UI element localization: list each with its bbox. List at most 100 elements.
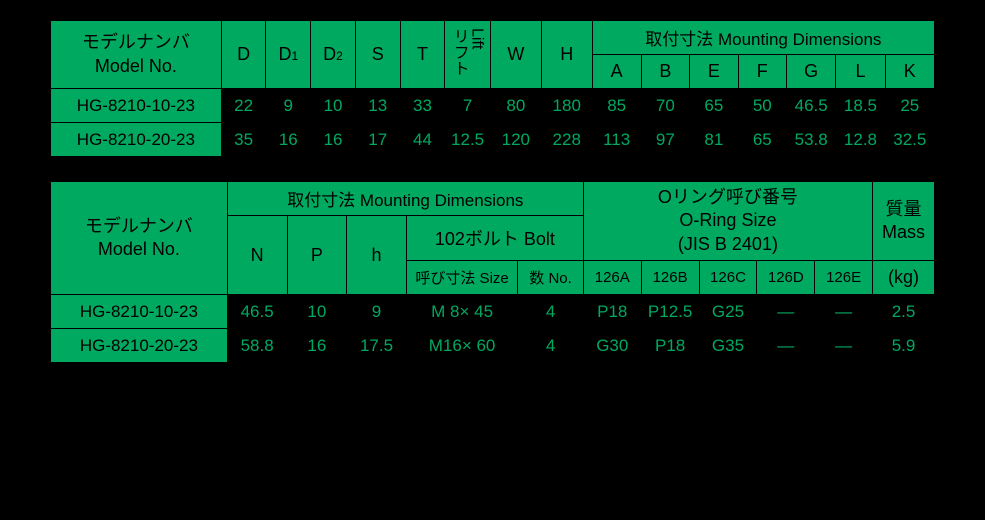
dimensions-table-1: モデルナンバ Model No. D D1 D2 S T リフト Lift W … [50, 20, 935, 157]
cell: — [757, 295, 815, 329]
hdr-W: W [490, 21, 541, 89]
tables-container: モデルナンバ Model No. D D1 D2 S T リフト Lift W … [0, 0, 985, 407]
hdr-K: K [885, 55, 934, 89]
hdr-mass: 質量 Mass [873, 182, 935, 261]
cell: 180 [541, 89, 592, 123]
cell: 50 [738, 89, 786, 123]
hdr-N: N [227, 216, 287, 295]
cell: — [815, 295, 873, 329]
cell: 65 [738, 123, 786, 157]
hdr-mass-en: Mass [882, 222, 925, 242]
hdr-T: T [400, 21, 445, 89]
cell: P18 [583, 295, 641, 329]
hdr-oring: Oリング呼び番号 O-Ring Size (JIS B 2401) [583, 182, 872, 261]
cell: 13 [355, 89, 400, 123]
cell: 120 [490, 123, 541, 157]
cell: 65 [690, 89, 738, 123]
cell: 5.9 [873, 329, 935, 363]
hdr-D: D [221, 21, 266, 89]
cell: 113 [592, 123, 641, 157]
cell-model: HG-8210-20-23 [51, 329, 228, 363]
hdr-lift-en: Lift [469, 28, 485, 49]
hdr-model-en: Model No. [98, 239, 180, 259]
hdr-oring-en: O-Ring Size [679, 210, 776, 230]
hdr-bolt-no: 数 No. [518, 261, 584, 295]
cell: G25 [699, 295, 757, 329]
cell: G30 [583, 329, 641, 363]
cell: 228 [541, 123, 592, 157]
cell: 44 [400, 123, 445, 157]
hdr-model-jp: モデルナンバ [82, 32, 190, 52]
cell: M16× 60 [406, 329, 517, 363]
hdr-126E: 126E [815, 261, 873, 295]
cell-model: HG-8210-20-23 [51, 123, 222, 157]
cell: 97 [641, 123, 689, 157]
cell: 25 [885, 89, 934, 123]
hdr-F: F [738, 55, 786, 89]
hdr-bolt-size: 呼び寸法 Size [406, 261, 517, 295]
cell: 85 [592, 89, 641, 123]
cell: M 8× 45 [406, 295, 517, 329]
cell: P12.5 [641, 295, 699, 329]
hdr-lift-jp: リフト [451, 28, 467, 76]
table-row: HG-8210-20-23 58.8 16 17.5 M16× 60 4 G30… [51, 329, 935, 363]
cell: 46.5 [227, 295, 287, 329]
dimensions-table-2: モデルナンバ Model No. 取付寸法 Mounting Dimension… [50, 181, 935, 363]
cell: 32.5 [885, 123, 934, 157]
hdr-mass-jp: 質量 [886, 199, 922, 219]
cell: 12.8 [836, 123, 885, 157]
table-row: HG-8210-10-23 46.5 10 9 M 8× 45 4 P18 P1… [51, 295, 935, 329]
cell: 81 [690, 123, 738, 157]
cell: — [815, 329, 873, 363]
cell: P18 [641, 329, 699, 363]
cell: 2.5 [873, 295, 935, 329]
hdr-oring-jp: Oリング呼び番号 [658, 187, 798, 207]
hdr-126B: 126B [641, 261, 699, 295]
cell-model: HG-8210-10-23 [51, 89, 222, 123]
cell: 80 [490, 89, 541, 123]
cell: 33 [400, 89, 445, 123]
hdr-G: G [787, 55, 836, 89]
hdr-lift: リフト Lift [445, 21, 491, 89]
cell: 18.5 [836, 89, 885, 123]
cell: 70 [641, 89, 689, 123]
hdr-h: h [347, 216, 407, 295]
hdr-L: L [836, 55, 885, 89]
hdr-model-en: Model No. [95, 56, 177, 76]
cell: 9 [266, 89, 311, 123]
cell: 10 [287, 295, 347, 329]
cell: 4 [518, 295, 584, 329]
table-row: HG-8210-10-23 22 9 10 13 33 7 80 180 85 … [51, 89, 935, 123]
hdr-P: P [287, 216, 347, 295]
hdr-model-jp: モデルナンバ [85, 216, 193, 236]
cell: 12.5 [445, 123, 491, 157]
cell: 16 [311, 123, 356, 157]
cell: — [757, 329, 815, 363]
cell: G35 [699, 329, 757, 363]
hdr-oring-std: (JIS B 2401) [678, 234, 778, 254]
hdr-126C: 126C [699, 261, 757, 295]
hdr-A: A [592, 55, 641, 89]
cell: 35 [221, 123, 266, 157]
hdr-mounting: 取付寸法 Mounting Dimensions [227, 182, 583, 216]
cell: 16 [287, 329, 347, 363]
hdr-model: モデルナンバ Model No. [51, 21, 222, 89]
cell: 4 [518, 329, 584, 363]
cell: 53.8 [787, 123, 836, 157]
hdr-D1: D1 [266, 21, 311, 89]
hdr-126D: 126D [757, 261, 815, 295]
cell: 46.5 [787, 89, 836, 123]
cell: 58.8 [227, 329, 287, 363]
hdr-E: E [690, 55, 738, 89]
hdr-H: H [541, 21, 592, 89]
cell: 22 [221, 89, 266, 123]
hdr-126A: 126A [583, 261, 641, 295]
cell: 17.5 [347, 329, 407, 363]
table-row: HG-8210-20-23 35 16 16 17 44 12.5 120 22… [51, 123, 935, 157]
cell: 16 [266, 123, 311, 157]
hdr-mounting: 取付寸法 Mounting Dimensions [592, 21, 934, 55]
cell: 9 [347, 295, 407, 329]
hdr-mass-unit: (kg) [873, 261, 935, 295]
hdr-model: モデルナンバ Model No. [51, 182, 228, 295]
hdr-S: S [355, 21, 400, 89]
